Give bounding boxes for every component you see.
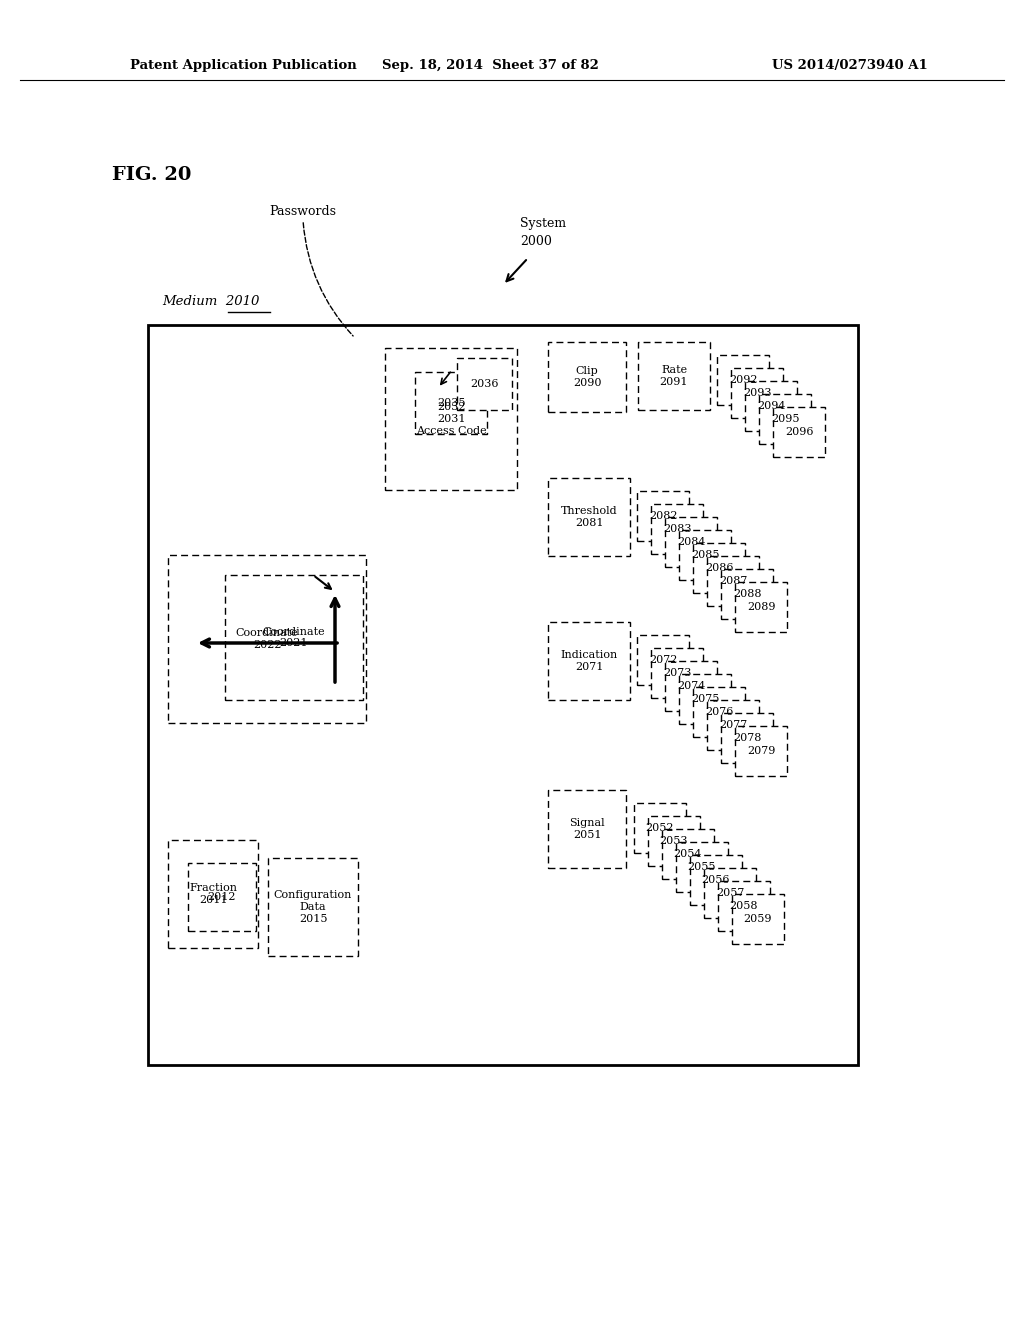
Bar (548, 622, 630, 700)
Bar (188, 863, 256, 931)
Text: Signal
2051: Signal 2051 (569, 818, 605, 840)
Text: 2096: 2096 (784, 426, 813, 437)
Text: 2083: 2083 (663, 524, 691, 535)
Bar (548, 478, 630, 556)
Text: FIG. 20: FIG. 20 (112, 166, 191, 183)
Bar (735, 582, 787, 632)
Text: 2055: 2055 (688, 862, 716, 873)
Text: 2075: 2075 (691, 694, 719, 704)
Text: 2078: 2078 (733, 733, 761, 743)
Bar (721, 569, 773, 619)
Bar (268, 858, 358, 956)
Bar (651, 504, 703, 554)
Text: Sep. 18, 2014  Sheet 37 of 82: Sep. 18, 2014 Sheet 37 of 82 (382, 58, 598, 71)
Bar (385, 348, 517, 490)
Bar (690, 855, 742, 906)
Bar (679, 531, 731, 579)
Text: 2094: 2094 (757, 401, 785, 411)
Text: 2072: 2072 (649, 655, 677, 665)
Bar (665, 517, 717, 568)
Bar (693, 686, 745, 737)
Bar (415, 372, 487, 434)
Bar (665, 661, 717, 711)
Text: 2057: 2057 (716, 888, 744, 898)
Bar (148, 325, 858, 1065)
Bar (648, 816, 700, 866)
Bar (721, 713, 773, 763)
Text: 2092: 2092 (729, 375, 758, 385)
Text: 2052: 2052 (646, 822, 674, 833)
Text: Patent Application Publication: Patent Application Publication (130, 58, 356, 71)
Bar (679, 675, 731, 723)
Text: 2088: 2088 (733, 589, 761, 599)
Text: 2035: 2035 (437, 399, 465, 408)
Text: Indication
2071: Indication 2071 (560, 651, 617, 672)
Text: Medium  2010: Medium 2010 (162, 294, 259, 308)
Text: 2074: 2074 (677, 681, 706, 690)
Text: 2000: 2000 (520, 235, 552, 248)
Bar (707, 556, 759, 606)
Bar (662, 829, 714, 879)
Bar (548, 789, 626, 869)
Text: 2086: 2086 (705, 564, 733, 573)
Text: 2036: 2036 (470, 379, 499, 389)
Text: Coordinate
2021: Coordinate 2021 (263, 627, 326, 648)
Bar (731, 368, 783, 418)
Bar (457, 358, 512, 411)
Text: 2079: 2079 (746, 746, 775, 756)
Text: 2093: 2093 (742, 388, 771, 399)
Text: 2084: 2084 (677, 537, 706, 546)
Text: Threshold
2081: Threshold 2081 (561, 506, 617, 528)
Bar (717, 355, 769, 405)
Text: 2054: 2054 (674, 849, 702, 859)
Text: 2077: 2077 (719, 719, 748, 730)
Text: 2012: 2012 (208, 892, 237, 902)
Bar (637, 491, 689, 541)
Bar (693, 543, 745, 593)
Text: 2076: 2076 (705, 708, 733, 717)
Bar (548, 342, 626, 412)
Text: 2059: 2059 (743, 913, 772, 924)
Text: Clip
2090: Clip 2090 (572, 366, 601, 388)
Bar (168, 554, 366, 723)
Bar (634, 803, 686, 853)
Bar (759, 393, 811, 444)
Text: US 2014/0273940 A1: US 2014/0273940 A1 (772, 58, 928, 71)
Bar (638, 342, 710, 411)
Bar (773, 407, 825, 457)
Text: Fraction
2011: Fraction 2011 (189, 883, 237, 904)
Text: 2089: 2089 (746, 602, 775, 612)
Text: 2053: 2053 (659, 836, 688, 846)
Bar (225, 576, 362, 700)
Text: 2073: 2073 (663, 668, 691, 678)
Text: 2085: 2085 (691, 550, 719, 560)
Text: Configuration
Data
2015: Configuration Data 2015 (273, 891, 352, 924)
Bar (732, 894, 784, 944)
Text: 2056: 2056 (701, 875, 730, 884)
Text: 2095: 2095 (771, 414, 800, 424)
Text: Passwords: Passwords (269, 205, 337, 218)
Text: 2087: 2087 (719, 576, 748, 586)
Text: Rate
2091: Rate 2091 (659, 366, 688, 387)
Bar (735, 726, 787, 776)
Text: 2082: 2082 (649, 511, 677, 521)
Bar (676, 842, 728, 892)
Bar (718, 880, 770, 931)
Text: 2058: 2058 (730, 902, 758, 911)
Bar (745, 381, 797, 432)
Bar (707, 700, 759, 750)
Text: 2032
2031
Access Code: 2032 2031 Access Code (416, 403, 486, 436)
Bar (168, 840, 258, 948)
Text: Coordinate
2022: Coordinate 2022 (236, 628, 298, 649)
Bar (705, 869, 756, 917)
Bar (651, 648, 703, 698)
Bar (637, 635, 689, 685)
Text: System: System (520, 216, 566, 230)
